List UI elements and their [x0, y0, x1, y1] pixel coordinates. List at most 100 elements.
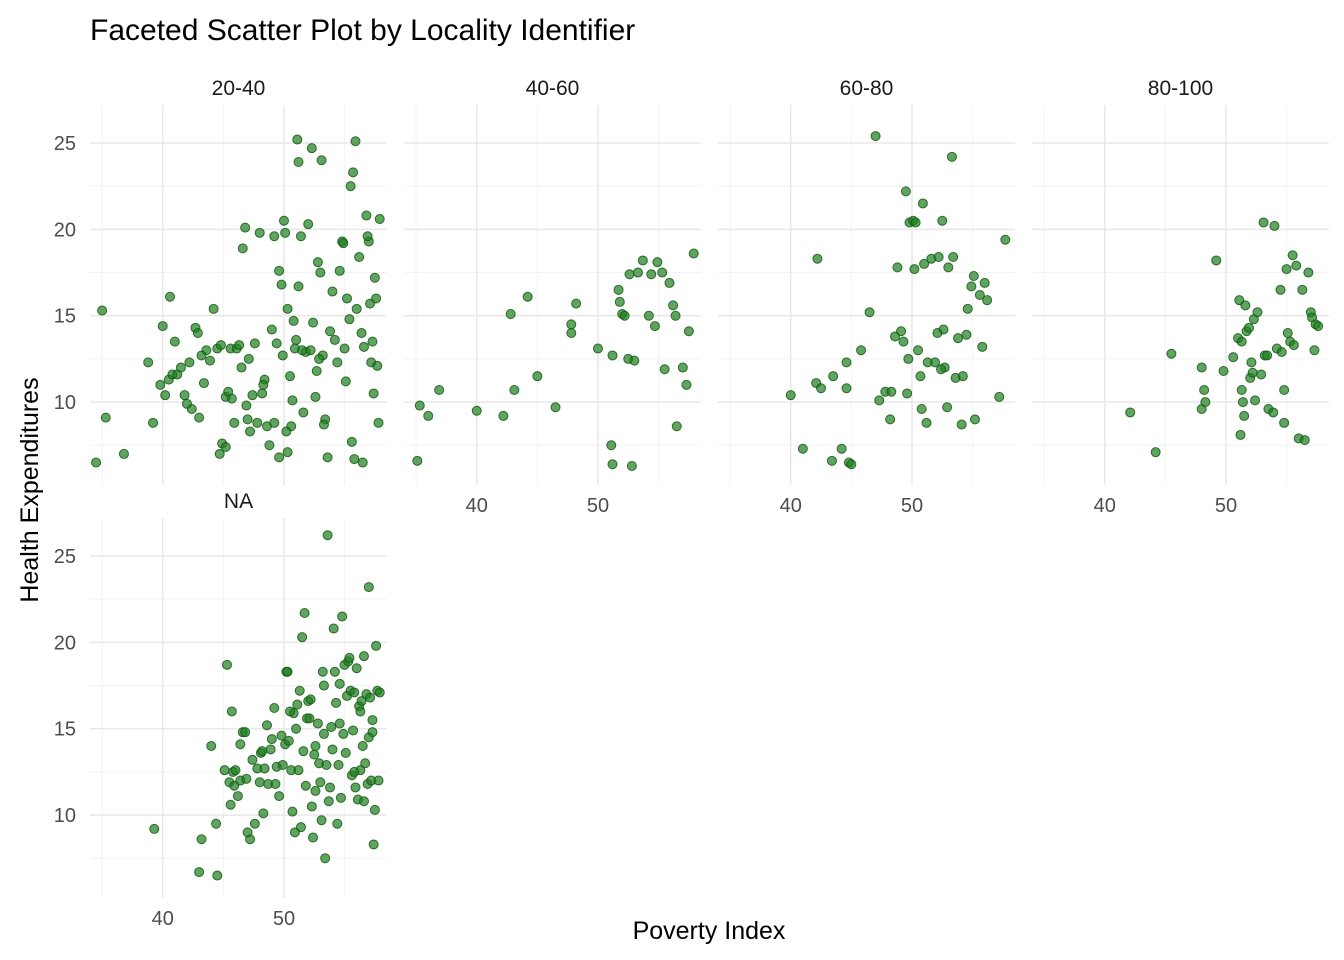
data-point	[186, 404, 197, 414]
data-point	[240, 222, 251, 233]
data-point	[922, 357, 933, 368]
data-point	[258, 379, 269, 390]
data-point	[1281, 264, 1292, 275]
data-point	[196, 350, 207, 361]
data-point	[358, 651, 369, 662]
data-point	[363, 732, 374, 743]
data-point	[351, 303, 362, 314]
data-point	[316, 155, 327, 166]
data-point	[232, 791, 243, 802]
data-point	[348, 167, 359, 178]
data-point	[345, 181, 356, 192]
data-point	[198, 378, 209, 389]
data-point	[1196, 362, 1207, 373]
data-point	[886, 386, 897, 397]
data-point	[982, 295, 993, 306]
data-point	[423, 410, 434, 421]
data-point	[1313, 321, 1324, 332]
y-tick-label: 25	[54, 133, 76, 155]
data-point	[243, 353, 254, 364]
data-point	[312, 257, 323, 268]
data-point	[338, 728, 349, 739]
data-point	[264, 440, 275, 451]
data-point	[266, 734, 277, 745]
data-point	[1287, 250, 1298, 261]
data-point	[649, 321, 660, 332]
data-point	[614, 296, 625, 307]
data-point	[962, 303, 973, 314]
data-point	[293, 281, 304, 292]
data-point	[367, 336, 378, 347]
facet-panel-na: NA 10 15 20 25 40 50	[54, 490, 387, 930]
data-point	[306, 143, 317, 154]
facet-strip-label: NA	[224, 490, 253, 513]
data-point	[282, 303, 293, 314]
data-point	[566, 319, 577, 330]
data-point	[221, 659, 232, 670]
data-point	[326, 722, 337, 732]
data-point	[277, 760, 288, 770]
facets-group: 20-40 10 15 20 25 40-60 40 50 60-80 40 50 80-100 40 5…	[54, 77, 1329, 930]
data-point	[226, 706, 237, 717]
data-point	[229, 417, 240, 428]
data-point	[288, 315, 299, 326]
data-point	[351, 663, 362, 674]
data-point	[916, 404, 927, 414]
data-point	[91, 457, 102, 468]
data-point	[274, 452, 285, 463]
data-point	[249, 818, 260, 829]
data-point	[242, 827, 253, 838]
data-point	[966, 281, 977, 292]
data-point	[292, 134, 303, 145]
data-point	[192, 328, 203, 338]
data-point	[841, 357, 852, 368]
data-point	[372, 360, 383, 371]
x-tick-label: 50	[901, 495, 923, 517]
data-point	[1200, 397, 1211, 408]
data-point	[900, 186, 911, 197]
data-point	[1247, 367, 1258, 378]
data-point	[283, 735, 294, 746]
data-point	[281, 426, 292, 437]
data-point	[864, 307, 875, 318]
data-point	[677, 362, 688, 373]
data-point	[915, 371, 926, 382]
data-point	[237, 243, 248, 254]
data-point	[194, 867, 205, 878]
data-point	[1297, 284, 1308, 295]
data-point	[607, 459, 618, 470]
data-point	[1276, 347, 1287, 357]
data-point	[282, 447, 293, 458]
data-point	[968, 271, 979, 281]
facet-strip-label: 40-60	[526, 77, 580, 100]
data-point	[1236, 336, 1247, 347]
data-point	[282, 666, 293, 677]
data-point	[247, 754, 258, 765]
y-tick-label: 25	[54, 546, 76, 568]
data-point	[1150, 447, 1161, 458]
data-point	[909, 264, 920, 275]
data-point	[1218, 366, 1229, 376]
data-point	[1211, 255, 1222, 266]
data-point	[683, 326, 694, 337]
data-point	[785, 390, 796, 401]
data-point	[299, 608, 310, 618]
data-point	[892, 262, 903, 273]
data-point	[365, 692, 376, 703]
data-point	[278, 215, 289, 226]
data-point	[240, 727, 251, 738]
data-point	[1246, 357, 1257, 368]
data-point	[1279, 417, 1290, 428]
data-point	[257, 388, 268, 399]
data-point	[285, 706, 296, 717]
data-point	[921, 417, 932, 428]
data-point	[291, 334, 302, 345]
facet-strip-label: 60-80	[840, 77, 894, 100]
data-point	[1269, 220, 1280, 231]
data-point	[338, 238, 349, 249]
data-point	[325, 326, 336, 337]
data-point	[349, 766, 360, 777]
data-point	[340, 747, 351, 758]
data-point	[357, 741, 368, 751]
data-point	[318, 680, 329, 691]
